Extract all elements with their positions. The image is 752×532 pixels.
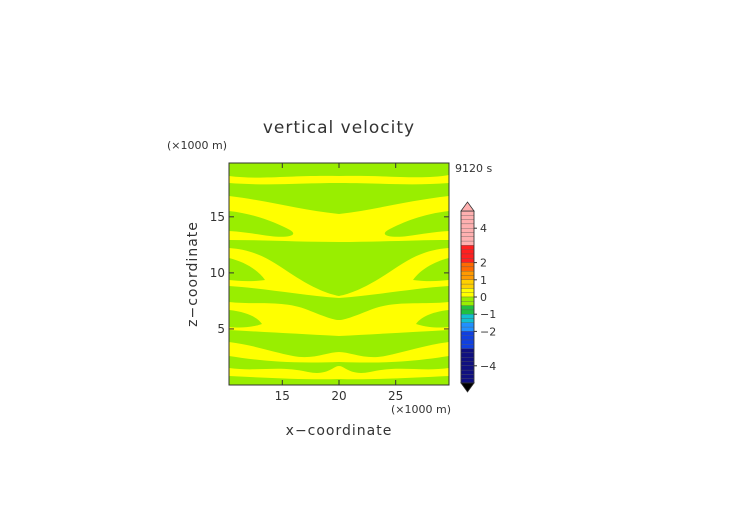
colorbar-segment — [460, 314, 475, 319]
colorbar-segment — [460, 318, 475, 323]
colorbar-tick-label: 0 — [480, 291, 487, 304]
colorbar-segment — [460, 361, 475, 366]
y-unit-label: (×1000 m) — [167, 139, 227, 152]
chart-title: vertical velocity — [263, 118, 415, 138]
colorbar-tick-label: −2 — [480, 325, 496, 338]
colorbar-tick-label: 2 — [480, 257, 487, 270]
colorbar-segment — [460, 365, 475, 371]
colorbar-segment — [460, 344, 475, 349]
colorbar-segment — [460, 253, 475, 259]
x-axis-label: x−coordinate — [286, 423, 393, 439]
colorbar-segment — [460, 240, 475, 246]
x-tick-label: 25 — [388, 389, 403, 403]
colorbar-tick-label: 1 — [480, 274, 487, 287]
colorbar-segment — [460, 249, 475, 255]
colorbar-segment — [460, 228, 475, 233]
colorbar-segment — [460, 210, 475, 216]
colorbar-segment — [460, 348, 475, 354]
colorbar-extend-bottom — [460, 382, 475, 393]
negative-band-6 — [413, 258, 449, 282]
colorbar-tick-label: 4 — [480, 222, 487, 235]
colorbar-segment — [460, 262, 475, 268]
colorbar-segment — [460, 283, 475, 289]
x-axis: 15 20 25 — [275, 163, 403, 403]
negative-band-0 — [229, 163, 449, 178]
colorbar-segment — [460, 326, 475, 332]
negative-band-1 — [229, 183, 449, 214]
colorbar-segment — [460, 322, 475, 328]
colorbar-segment — [460, 215, 475, 220]
y-tick-label: 10 — [210, 266, 225, 280]
colorbar-segment — [460, 301, 475, 306]
x-tick-label: 20 — [331, 389, 346, 403]
colorbar-segment — [460, 245, 475, 250]
x-tick-label: 15 — [275, 389, 290, 403]
colorbar-segment — [460, 279, 475, 285]
colorbar: 4 2 1 0 −1 −2 −4 — [460, 201, 496, 393]
y-tick-label: 5 — [217, 322, 225, 336]
colorbar-segment — [460, 352, 475, 358]
colorbar-segment — [460, 305, 475, 311]
colorbar-tick-label: −1 — [480, 308, 496, 321]
colorbar-segment — [460, 223, 475, 229]
colorbar-segment — [460, 236, 475, 242]
negative-band-5 — [229, 258, 265, 282]
colorbar-segment — [460, 258, 475, 263]
colorbar-segment — [460, 296, 475, 302]
time-label: 9120 s — [455, 162, 492, 175]
colorbar-segment — [460, 288, 475, 293]
colorbar-segment — [460, 309, 475, 315]
y-tick-label: 15 — [210, 210, 225, 224]
negative-band-2 — [229, 211, 294, 237]
colorbar-segment — [460, 335, 475, 341]
colorbar-segment — [460, 357, 475, 362]
colorbar-tick-label: −4 — [480, 360, 496, 373]
negative-band-3 — [384, 211, 449, 237]
negative-bands — [229, 163, 449, 385]
colorbar-segment — [460, 374, 475, 379]
colorbar-segment — [460, 331, 475, 336]
negative-band-9 — [416, 310, 449, 328]
negative-band-7 — [229, 286, 449, 320]
negative-band-10 — [229, 330, 449, 358]
y-axis-label: z−coordinate — [185, 221, 201, 327]
colorbar-segment — [460, 266, 475, 272]
negative-band-11 — [229, 356, 449, 373]
colorbar-segment — [460, 292, 475, 298]
colorbar-segment — [460, 275, 475, 280]
negative-band-8 — [229, 310, 262, 328]
y-axis: 5 10 15 — [210, 210, 449, 336]
colorbar-segment — [460, 219, 475, 225]
plot-area — [228, 162, 450, 386]
colorbar-segment — [460, 378, 475, 384]
negative-band-4 — [229, 240, 449, 296]
colorbar-segment — [460, 271, 475, 276]
colorbar-segment — [460, 232, 475, 237]
x-unit-label: (×1000 m) — [391, 403, 451, 416]
colorbar-segment — [460, 339, 475, 345]
colorbar-segment — [460, 369, 475, 375]
colorbar-extend-top — [460, 201, 475, 212]
